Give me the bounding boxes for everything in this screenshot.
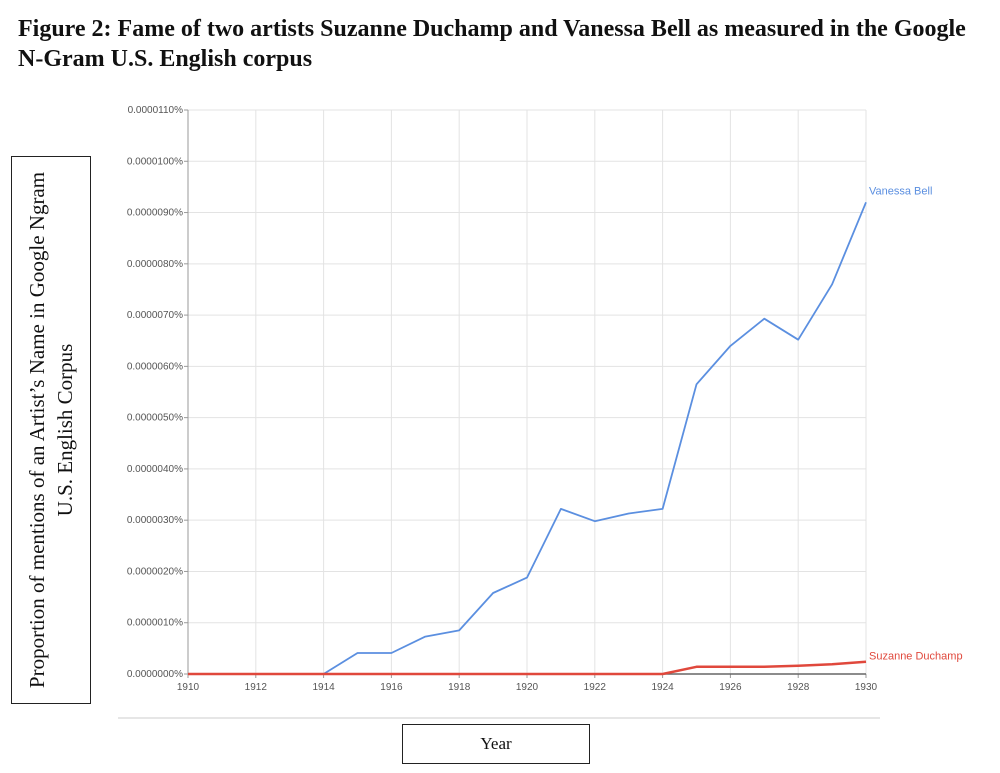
- y-axis-label: Proportion of mentions of an Artist’s Na…: [25, 171, 77, 689]
- y-tick-label: 0.0000010%: [127, 618, 183, 629]
- x-tick-label: 1924: [651, 682, 674, 693]
- x-tick-label: 1922: [584, 682, 607, 693]
- x-tick-label: 1928: [787, 682, 810, 693]
- x-tick-label: 1926: [719, 682, 742, 693]
- y-tick-label: 0.0000040%: [127, 464, 183, 475]
- figure-title: Figure 2: Fame of two artists Suzanne Du…: [18, 16, 966, 72]
- x-tick-labels: 1910 1912 1914 1916 1918 1920 1922 1924 1926 1928…: [177, 682, 878, 693]
- x-tick-label: 1912: [245, 682, 268, 693]
- x-tick-label: 1920: [516, 682, 539, 693]
- series-labels: Vanessa Bell Suzanne Duchamp: [869, 185, 963, 662]
- x-tick-label: 1910: [177, 682, 200, 693]
- y-tick-label: 0.0000110%: [128, 105, 184, 116]
- y-tick-label: 0.0000100%: [127, 156, 183, 167]
- x-tick-label: 1930: [855, 682, 878, 693]
- y-tick-labels: 0.0000000% 0.0000010% 0.0000020% 0.0000030%…: [127, 105, 183, 680]
- x-axis-label: Year: [480, 734, 512, 753]
- x-tick-label: 1918: [448, 682, 471, 693]
- y-tick-label: 0.0000050%: [127, 413, 183, 424]
- y-tick-label: 0.0000020%: [127, 566, 183, 577]
- y-tick-label: 0.0000000%: [127, 669, 183, 680]
- x-tick-label: 1916: [380, 682, 403, 693]
- series-label-vanessa-bell: Vanessa Bell: [869, 185, 932, 197]
- x-axis-label-box: Year: [402, 724, 590, 764]
- y-tick-label: 0.0000030%: [127, 515, 183, 526]
- y-tick-label: 0.0000080%: [127, 259, 183, 270]
- series-line-suzanne-duchamp: [188, 660, 867, 676]
- series-lines: [188, 201, 867, 676]
- series-label-suzanne-duchamp: Suzanne Duchamp: [869, 651, 963, 663]
- y-tick-label: 0.0000070%: [127, 310, 183, 321]
- y-axis-label-box: Proportion of mentions of an Artist’s Na…: [11, 156, 91, 704]
- x-tick-label: 1914: [312, 682, 335, 693]
- y-tick-label: 0.0000090%: [127, 208, 183, 219]
- chart-grid: [187, 109, 867, 675]
- chart-axes: [118, 109, 880, 719]
- y-tick-label: 0.0000060%: [127, 361, 183, 372]
